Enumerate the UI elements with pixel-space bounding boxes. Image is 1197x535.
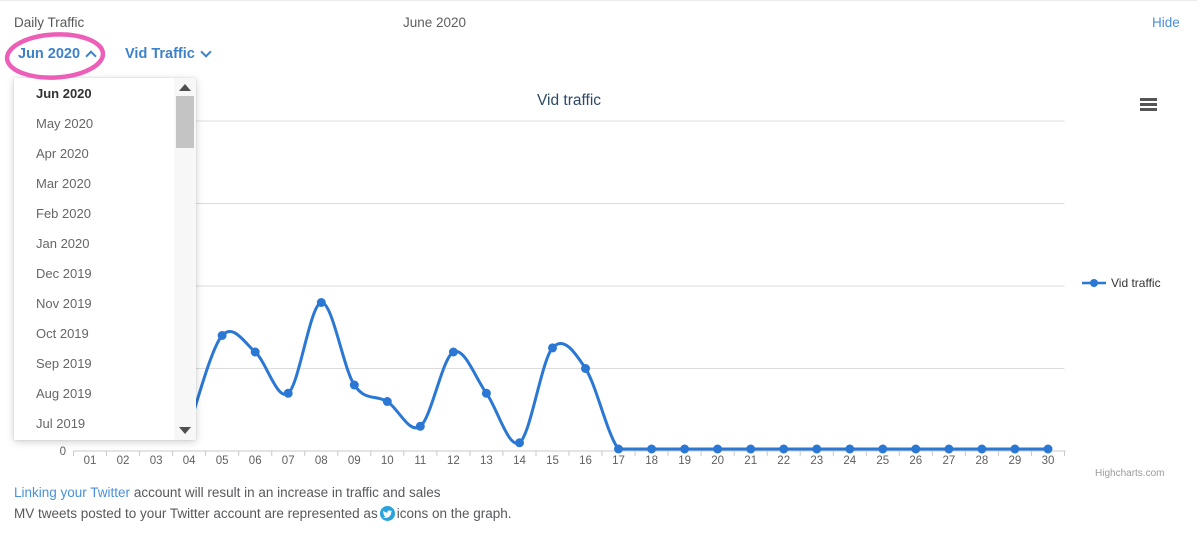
data-point-marker (944, 444, 954, 454)
x-axis-label: 07 (282, 455, 295, 467)
metric-dropdown-button[interactable]: Vid Traffic (125, 46, 212, 62)
month-menu-item[interactable]: Feb 2020 (36, 206, 91, 221)
x-axis-label: 08 (315, 455, 328, 467)
x-axis-label: 29 (1009, 455, 1022, 467)
x-axis-label: 09 (348, 455, 361, 467)
month-dropdown-menu: Jun 2020 May 2020 Apr 2020 Mar 2020 Feb 2020… (14, 78, 196, 440)
data-point-marker (250, 347, 260, 357)
month-menu-item[interactable]: May 2020 (36, 116, 94, 131)
x-axis-label: 15 (546, 455, 559, 467)
x-axis-label: 05 (216, 455, 229, 467)
twitter-bird-icon (379, 506, 395, 521)
top-divider (0, 0, 1197, 1)
x-axis-label: 28 (976, 455, 989, 467)
data-point-marker (548, 343, 557, 353)
data-point-marker (878, 444, 888, 454)
x-axis-label: 23 (810, 455, 823, 467)
month-menu-item[interactable]: Jun 2020 (36, 86, 92, 101)
month-menu-list: Jun 2020 May 2020 Apr 2020 Mar 2020 Feb 2020… (14, 79, 174, 439)
data-point-marker (647, 444, 657, 454)
x-axis-label: 16 (579, 455, 592, 467)
data-point-marker (415, 421, 425, 431)
month-menu-item[interactable]: Jan 2020 (36, 236, 90, 251)
month-menu-item[interactable]: Jul 2019 (36, 416, 86, 431)
x-axis-label: 17 (612, 455, 625, 467)
scroll-up-icon[interactable] (179, 84, 191, 91)
footer-line-1: Linking your Twitter account will result… (14, 485, 440, 500)
data-point-marker (217, 331, 227, 340)
legend-line-marker-icon (1082, 279, 1106, 287)
x-axis-label: 25 (876, 455, 889, 467)
data-point-marker (1043, 444, 1053, 454)
x-axis-label: 11 (414, 455, 426, 467)
data-point-marker (977, 444, 987, 454)
month-menu-item[interactable]: Aug 2019 (36, 386, 92, 401)
month-menu-item[interactable]: Oct 2019 (36, 326, 89, 341)
legend-item-vid-traffic[interactable]: Vid traffic (1082, 276, 1161, 290)
y-axis-label-zero: 0 (60, 446, 66, 458)
data-point-marker (812, 444, 822, 454)
hamburger-icon (1140, 98, 1157, 101)
data-point-marker (845, 444, 855, 454)
month-menu-item[interactable]: Nov 2019 (36, 296, 92, 311)
footer-line2-before: MV tweets posted to your Twitter account… (14, 506, 378, 521)
x-axis-label: 22 (777, 455, 790, 467)
x-axis-label: 18 (645, 455, 658, 467)
x-axis-label: 13 (480, 455, 493, 467)
x-axis-label: 12 (447, 455, 460, 467)
footer-line1-text: account will result in an increase in tr… (130, 485, 441, 500)
metric-dropdown-label: Vid Traffic (125, 46, 195, 62)
menu-scrollbar[interactable] (174, 78, 196, 440)
data-point-marker (481, 388, 491, 398)
x-axis-label: 04 (183, 455, 196, 467)
x-axis-label: 01 (84, 455, 97, 467)
x-axis-label: 21 (744, 455, 757, 467)
x-axis-label: 27 (943, 455, 956, 467)
footer-line-2: MV tweets posted to your Twitter account… (14, 506, 512, 521)
x-axis-label: 26 (909, 455, 922, 467)
data-point-marker (283, 388, 293, 398)
chart-menu-button[interactable] (1140, 98, 1157, 113)
data-point-marker (515, 438, 524, 448)
twitter-link[interactable]: Linking your Twitter (14, 485, 131, 500)
menu-scrollbar-thumb[interactable] (176, 96, 194, 148)
x-axis-label: 20 (711, 455, 724, 467)
x-axis-label: 02 (117, 455, 130, 467)
x-axis-label: 14 (513, 455, 526, 467)
month-menu-item[interactable]: Sep 2019 (36, 356, 92, 371)
data-point-marker (448, 347, 458, 357)
month-menu-item[interactable]: Apr 2020 (36, 146, 89, 161)
data-point-marker (614, 444, 623, 454)
data-point-marker (911, 444, 921, 454)
month-menu-item[interactable]: Mar 2020 (36, 176, 91, 191)
data-point-marker (349, 380, 359, 390)
page-title: Daily Traffic (14, 15, 85, 30)
chart-title: Vid traffic (536, 92, 602, 109)
legend-label: Vid traffic (1111, 276, 1161, 290)
data-point-marker (779, 444, 789, 454)
data-point-marker (746, 444, 756, 454)
data-point-marker (680, 444, 690, 454)
x-axis-label: 24 (843, 455, 856, 467)
x-axis-label: 30 (1042, 455, 1055, 467)
data-point-marker (316, 298, 326, 307)
x-axis-label: 19 (678, 455, 691, 467)
data-point-marker (713, 444, 723, 454)
hide-link[interactable]: Hide (1152, 15, 1180, 30)
month-menu-item[interactable]: Dec 2019 (36, 266, 92, 281)
highcharts-credits-link[interactable]: Highcharts.com (1095, 468, 1165, 479)
chart-period-label: June 2020 (403, 15, 467, 30)
scroll-down-icon[interactable] (179, 427, 191, 434)
data-point-marker (382, 397, 392, 406)
data-point-marker (581, 364, 590, 373)
x-axis-label: 06 (249, 455, 262, 467)
data-point-marker (1010, 444, 1020, 454)
x-axis-label: 03 (150, 455, 163, 467)
x-axis-label: 10 (381, 455, 394, 467)
series-line-vid-traffic (187, 301, 1050, 451)
footer-line2-after: icons on the graph. (396, 506, 512, 521)
